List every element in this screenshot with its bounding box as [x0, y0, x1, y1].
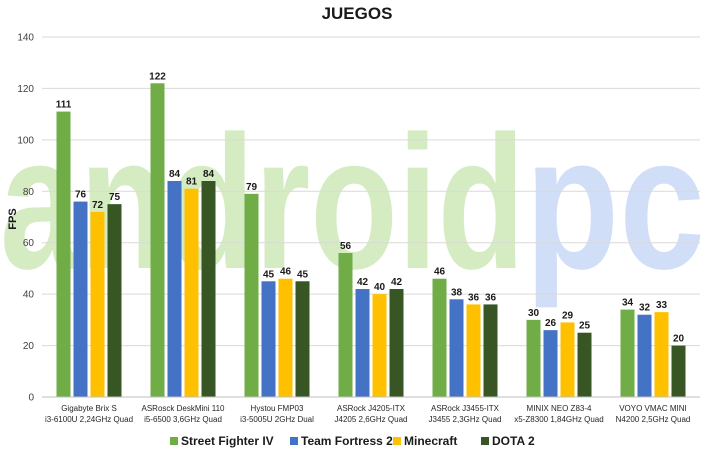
- data-label: 79: [246, 182, 258, 193]
- bar: [560, 322, 575, 397]
- x-category-sublabel: i3-5005U 2GHz Dual: [240, 415, 314, 424]
- y-tick-label: 60: [23, 238, 35, 249]
- legend-swatch: [170, 437, 178, 445]
- watermark-pc: pc: [525, 97, 705, 309]
- y-tick-label: 100: [17, 135, 34, 146]
- data-label: 36: [468, 292, 480, 303]
- x-category-label: ASRosck DeskMini 110: [142, 404, 226, 413]
- data-label: 30: [528, 308, 540, 319]
- bar: [261, 281, 276, 397]
- x-axis-categories: Gigabyte Brix S i3-6100U 2,24GHz Quad ASRo…: [45, 404, 690, 424]
- legend-swatch: [290, 437, 298, 445]
- data-label: 42: [391, 277, 403, 288]
- legend-swatch: [393, 437, 401, 445]
- y-axis-label: FPS: [7, 208, 19, 229]
- legend-label: Street Fighter IV: [181, 434, 274, 448]
- chart-title: JUEGOS: [322, 4, 393, 23]
- x-category-label: VOYO VMAC MINI: [619, 404, 687, 413]
- data-label: 122: [149, 71, 166, 82]
- bar: [671, 345, 686, 397]
- bar: [432, 278, 447, 397]
- bar: [167, 181, 182, 397]
- data-labels: 111 76 72 75 122 84 81 84 79 45 46 45 56 42 40 42 46 38 36…: [56, 71, 685, 344]
- x-category-sublabel: x5-Z8300 1,84GHz Quad: [514, 415, 603, 424]
- x-category-sublabel: i3-6100U 2,24GHz Quad: [45, 415, 133, 424]
- bar: [184, 188, 199, 397]
- y-tick-label: 140: [17, 33, 34, 44]
- data-label: 56: [340, 241, 352, 252]
- data-label: 46: [280, 267, 292, 278]
- data-label: 33: [656, 300, 668, 311]
- bar: [150, 83, 165, 398]
- data-label: 45: [297, 269, 309, 280]
- bar: [543, 330, 558, 397]
- data-label: 81: [186, 177, 198, 188]
- bar: [483, 304, 498, 397]
- legend-swatch: [481, 437, 489, 445]
- bar: [355, 289, 370, 397]
- data-label: 36: [485, 292, 497, 303]
- y-tick-label: 40: [23, 290, 35, 301]
- data-label: 111: [56, 100, 72, 111]
- x-category-sublabel: J4205 2,6GHz Quad: [335, 415, 408, 424]
- data-label: 29: [562, 310, 574, 321]
- legend: Street Fighter IV Team Fortress 2 Minecraf…: [170, 434, 535, 448]
- bar: [466, 304, 481, 397]
- data-label: 20: [673, 334, 685, 345]
- bar: [372, 294, 387, 397]
- legend-label: Team Fortress 2: [301, 434, 393, 448]
- y-axis-ticks: 0 20 40 60 80 100 120 140: [17, 33, 34, 404]
- y-tick-label: 20: [23, 341, 35, 352]
- x-category-label: ASRock J4205-ITX: [337, 404, 406, 413]
- data-label: 84: [203, 169, 215, 180]
- data-label: 84: [169, 169, 181, 180]
- data-label: 32: [639, 303, 651, 314]
- x-category-sublabel: J3455 2,3GHz Quad: [429, 415, 502, 424]
- bar: [107, 204, 122, 397]
- x-category-label: ASRock J3455-ITX: [431, 404, 500, 413]
- bar: [637, 314, 652, 397]
- data-label: 38: [451, 287, 463, 298]
- y-tick-label: 120: [17, 84, 34, 95]
- bar: [526, 319, 541, 397]
- data-label: 45: [263, 269, 275, 280]
- x-category-label: Hystou FMP03: [251, 404, 304, 413]
- legend-label: DOTA 2: [492, 434, 535, 448]
- data-label: 34: [622, 298, 634, 309]
- bar: [201, 181, 216, 397]
- bar: [295, 281, 310, 397]
- data-label: 72: [92, 200, 104, 211]
- data-label: 76: [75, 190, 87, 201]
- bar: [389, 289, 404, 397]
- x-category-sublabel: N4200 2,5GHz Quad: [616, 415, 691, 424]
- bar: [244, 193, 259, 397]
- legend-label: Minecraft: [404, 434, 457, 448]
- bar: [90, 211, 105, 397]
- bar: [278, 278, 293, 397]
- bar: [449, 299, 464, 397]
- data-label: 26: [545, 318, 557, 329]
- data-label: 42: [357, 277, 369, 288]
- bars: [56, 83, 686, 398]
- data-label: 25: [579, 321, 591, 332]
- data-label: 75: [109, 192, 121, 203]
- y-tick-label: 80: [23, 187, 35, 198]
- bar: [56, 111, 71, 398]
- bar: [620, 309, 635, 397]
- data-label: 40: [374, 282, 386, 293]
- x-category-label: MINIX NEO Z83-4: [527, 404, 592, 413]
- x-category-sublabel: i5-6500 3,6GHz Quad: [144, 415, 222, 424]
- bar: [577, 332, 592, 397]
- bar: [654, 312, 669, 397]
- bar: [338, 253, 353, 397]
- bar: [73, 201, 88, 397]
- x-category-label: Gigabyte Brix S: [61, 404, 117, 413]
- y-tick-label: 0: [28, 393, 34, 404]
- data-label: 46: [434, 267, 446, 278]
